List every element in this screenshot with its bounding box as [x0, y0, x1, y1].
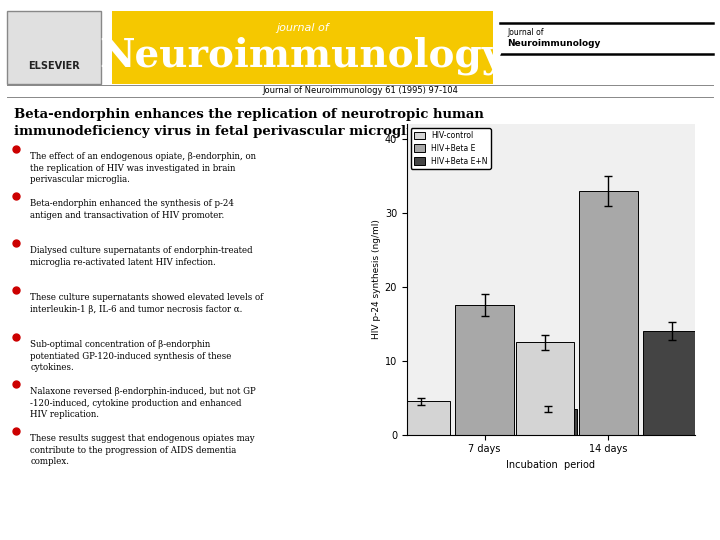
Bar: [643, 331, 701, 435]
Text: Beta-endorphin enhances the replication of neurotropic human
immunodeficiency vi: Beta-endorphin enhances the replication …: [14, 108, 485, 138]
Text: These culture supernatants showed elevated levels of
interleukin-1 β, IL-6 and t: These culture supernatants showed elevat…: [30, 293, 264, 314]
Text: Journal of: Journal of: [508, 28, 544, 37]
Bar: [456, 305, 513, 435]
X-axis label: Incubation  period: Incubation period: [506, 460, 595, 470]
Bar: [516, 342, 574, 435]
Text: Beta-endorphin enhanced the synthesis of p-24
antigen and transactivation of HIV: Beta-endorphin enhanced the synthesis of…: [30, 199, 234, 220]
Text: The effect of an endogenous opiate, β-endorphin, on
the replication of HIV was i: The effect of an endogenous opiate, β-en…: [30, 152, 256, 184]
Text: ELSEVIER: ELSEVIER: [28, 61, 80, 71]
Text: Sundar K.S., et al.: Sundar K.S., et al.: [457, 124, 572, 137]
Text: Neuroimmunology: Neuroimmunology: [99, 37, 505, 75]
Text: Dialysed culture supernatants of endorphin-treated
microglia re-activated latent: Dialysed culture supernatants of endorph…: [30, 246, 253, 267]
Text: Nalaxone reversed β-endorphin-induced, but not GP
-120-induced, cytokine product: Nalaxone reversed β-endorphin-induced, b…: [30, 387, 256, 419]
Legend: HIV-control, HIV+Beta E, HIV+Beta E+N: HIV-control, HIV+Beta E, HIV+Beta E+N: [410, 128, 491, 169]
Bar: [519, 409, 577, 435]
Text: These results suggest that endogenous opiates may
contribute to the progression : These results suggest that endogenous op…: [30, 434, 255, 466]
Bar: [392, 401, 450, 435]
Text: Neuroimmunology: Neuroimmunology: [508, 39, 601, 48]
Text: journal of: journal of: [276, 23, 329, 32]
FancyBboxPatch shape: [112, 11, 493, 84]
Bar: [580, 191, 637, 435]
Y-axis label: HIV p-24 synthesis (ng/ml): HIV p-24 synthesis (ng/ml): [372, 220, 381, 339]
Text: Journal of Neuroimmunology 61 (1995) 97-104: Journal of Neuroimmunology 61 (1995) 97-…: [262, 86, 458, 95]
Text: Sub-optimal concentration of β-endorphin
potentiated GP-120-induced synthesis of: Sub-optimal concentration of β-endorphin…: [30, 340, 232, 372]
FancyBboxPatch shape: [7, 11, 101, 84]
